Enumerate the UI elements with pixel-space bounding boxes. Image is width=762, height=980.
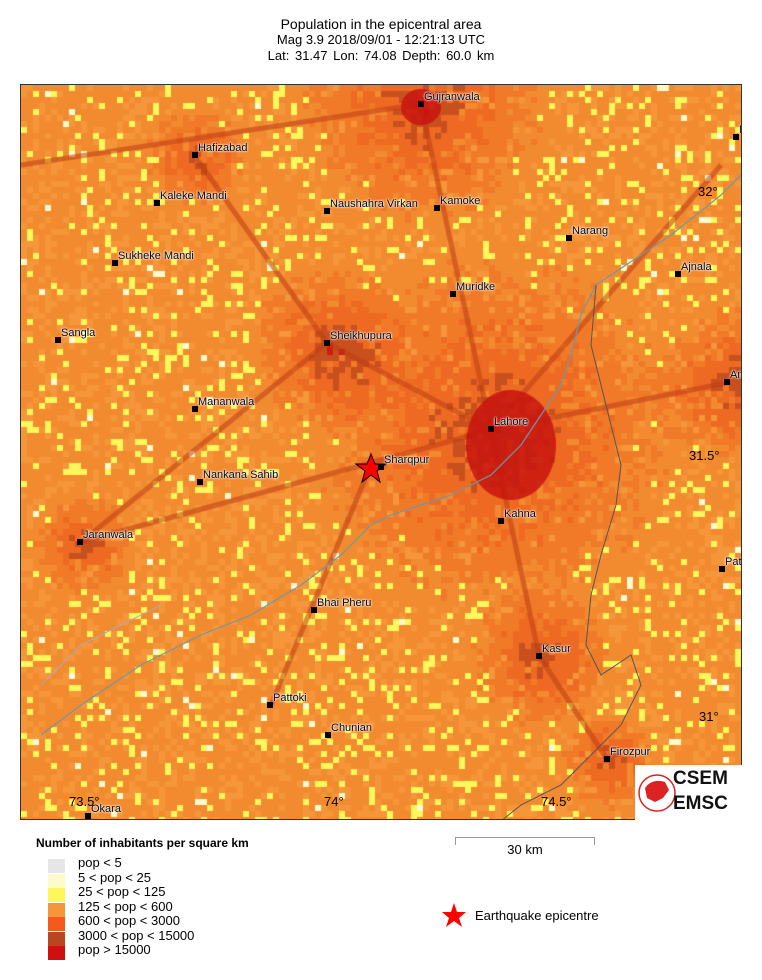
city-label: Sharqpur (384, 454, 430, 466)
city-marker (324, 340, 330, 346)
lon-label: 74.5° (541, 794, 572, 809)
legend-label: 600 < pop < 3000 (78, 913, 180, 928)
city-label: Naushahra Virkan (330, 198, 418, 210)
city-label: Nankana Sahib (203, 469, 279, 481)
epicentre-legend-label: Earthquake epicentre (475, 908, 599, 923)
city-label: N (739, 124, 741, 136)
city-label: Narang (572, 225, 609, 237)
city-marker (197, 479, 203, 485)
city-label: Ajnala (681, 261, 712, 273)
city-marker (55, 337, 61, 343)
scale-label: 30 km (507, 842, 543, 857)
city-marker (733, 134, 739, 140)
location-info: Lat: 31.47 Lon: 74.08 Depth: 60.0 km (267, 48, 495, 63)
city-marker (192, 406, 198, 412)
logo-text-emsc: EMSC (673, 793, 728, 814)
legend-swatch (48, 888, 65, 902)
city-marker (604, 756, 610, 762)
city-marker (719, 566, 725, 572)
city-label: Sheikhupura (330, 330, 392, 342)
city-label: Chunian (331, 722, 372, 734)
legend-swatch (48, 859, 65, 873)
city-label: Bhai Pheru (317, 597, 372, 609)
border-line (40, 174, 741, 736)
city-marker (434, 205, 440, 211)
city-marker (154, 200, 160, 206)
city-marker (112, 260, 118, 266)
lon-label: 74° (324, 794, 344, 809)
epicentre-legend-star-icon (442, 903, 466, 927)
city-label: Kaleke Mandi (160, 190, 227, 202)
city-marker (450, 291, 456, 297)
city-marker (418, 101, 424, 107)
city-marker (325, 732, 331, 738)
city-marker (675, 271, 681, 277)
city-marker (324, 208, 330, 214)
city-label: Sukheke Mandi (118, 250, 194, 262)
city-label: Muridke (456, 281, 496, 293)
lat-label: 32° (698, 184, 718, 199)
population-map[interactable]: Gujranwala Hafizabad Kaleke Mandi Naushahra… (20, 84, 742, 820)
legend-label: 25 < pop < 125 (78, 884, 166, 899)
city-marker (498, 518, 504, 524)
globe-icon (638, 774, 676, 812)
city-marker (192, 152, 198, 158)
legend-label: 125 < pop < 600 (78, 898, 173, 914)
city-label: Jaranwala (83, 529, 134, 541)
legend-swatch (48, 917, 65, 931)
legend-swatch (48, 931, 65, 946)
city-label: Am (730, 369, 741, 381)
city-marker (267, 702, 273, 708)
legend-label: pop > 15000 (78, 942, 151, 957)
legend-title: Number of inhabitants per square km (36, 836, 249, 850)
city-marker (311, 607, 317, 613)
city-marker (77, 539, 83, 545)
scale-bar (455, 837, 595, 845)
city-marker (566, 235, 572, 241)
lat-label: 31° (699, 709, 719, 724)
city-label: Firozpur (610, 746, 651, 758)
legend-label: 5 < pop < 25 (78, 869, 152, 885)
city-marker (724, 379, 730, 385)
city-marker (536, 653, 542, 659)
legend-label: pop < 5 (78, 855, 122, 870)
lat-label: 31.5° (689, 448, 720, 463)
city-label: Pattoki (273, 692, 307, 704)
city-label: Pat (725, 556, 742, 568)
city-marker (488, 426, 494, 432)
city-label: Kasur (542, 643, 571, 655)
map-title: Population in the epicentral area (280, 16, 482, 32)
city-label: Hafizabad (198, 142, 248, 154)
map-overlay (40, 174, 741, 819)
river-line (40, 604, 162, 686)
city-marker (85, 813, 91, 819)
emsc-logo: CSEM EMSC (635, 765, 742, 820)
city-marker (378, 464, 384, 470)
event-info: Mag 3.9 2018/09/01 - 12:21:13 UTC (276, 32, 486, 47)
legend-label: 3000 < pop < 15000 (78, 927, 195, 943)
legend-swatch (48, 946, 65, 960)
lon-label: 73.5° (69, 794, 100, 809)
legend-swatch (48, 873, 65, 888)
city-label: Sangla (61, 327, 96, 339)
population-raster (21, 85, 741, 819)
legend-swatch (48, 902, 65, 917)
city-label: Mananwala (198, 396, 255, 408)
city-label: Okara (91, 803, 121, 815)
city-label: Lahore (494, 416, 529, 428)
logo-text-csem: CSEM (673, 768, 728, 789)
city-label: Gujranwala (424, 91, 480, 103)
city-label: Kahna (504, 508, 536, 520)
border-line (502, 284, 642, 819)
city-label: Kamoke (440, 195, 481, 207)
